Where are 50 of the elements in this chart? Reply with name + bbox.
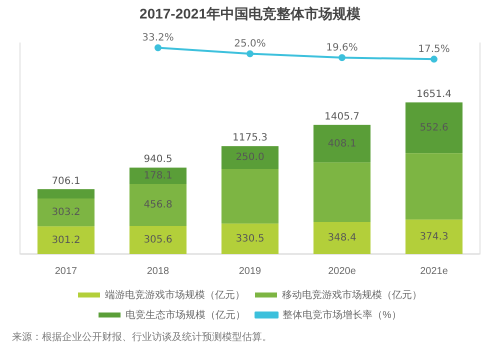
x-tick-label: 2017: [54, 266, 78, 277]
bar: [221, 146, 279, 170]
bar: [129, 226, 187, 254]
bar: [221, 224, 279, 254]
total-label: 940.5: [144, 154, 172, 166]
x-tick-label: 2018: [146, 266, 170, 277]
bar: [129, 168, 187, 184]
source-note: 来源：根据企业公开财报、行业访谈及统计预测模型估算。: [12, 330, 273, 344]
data-label: 19.6%: [326, 42, 358, 54]
data-label: 348.4: [328, 232, 356, 244]
legend-label: 整体电竞市场增长率（%）: [282, 308, 402, 321]
data-label: 178.1: [144, 170, 172, 182]
bar: [37, 198, 95, 226]
total-label: 1175.3: [232, 132, 268, 144]
x-tick-label: 2019: [238, 266, 262, 277]
chart-title: 2017-2021年中国电竞整体市场规模: [140, 5, 362, 22]
point: [338, 54, 346, 62]
point: [246, 50, 254, 58]
point: [430, 56, 438, 63]
bar: [405, 102, 463, 154]
data-label: 408.1: [328, 138, 356, 150]
data-label: 17.5%: [418, 44, 450, 55]
data-label: 552.6: [420, 122, 448, 134]
legend-label: 端游电竞游戏市场规模（亿元）: [105, 288, 245, 301]
x-tick-label: 2021e: [420, 266, 448, 277]
total-label: 706.1: [52, 176, 80, 187]
legend-label: 电竞生态市场规模（亿元）: [126, 308, 246, 321]
bar: [221, 169, 279, 224]
data-label: 305.6: [144, 234, 172, 246]
legend-label: 移动电竞游戏市场规模（亿元）: [282, 288, 422, 301]
bar: [37, 189, 95, 198]
data-label: 456.8: [144, 200, 172, 211]
data-label: 330.5: [236, 233, 264, 244]
data-label: 374.3: [420, 231, 448, 242]
data-label: 303.2: [52, 207, 80, 218]
bar: [405, 153, 463, 220]
bar: [129, 184, 187, 226]
point: [154, 44, 162, 52]
data-label: 250.0: [236, 152, 264, 164]
data-label: 301.2: [52, 234, 80, 246]
data-label: 25.0%: [234, 38, 266, 50]
total-label: 1405.7: [324, 112, 360, 123]
total-label: 1651.4: [416, 88, 452, 100]
bar: [313, 222, 371, 254]
bar: [313, 162, 371, 222]
bar: [37, 226, 95, 254]
x-tick-label: 2020e: [328, 266, 356, 277]
bar: [313, 124, 371, 162]
data-label: 33.2%: [142, 32, 174, 44]
bar: [405, 220, 463, 254]
